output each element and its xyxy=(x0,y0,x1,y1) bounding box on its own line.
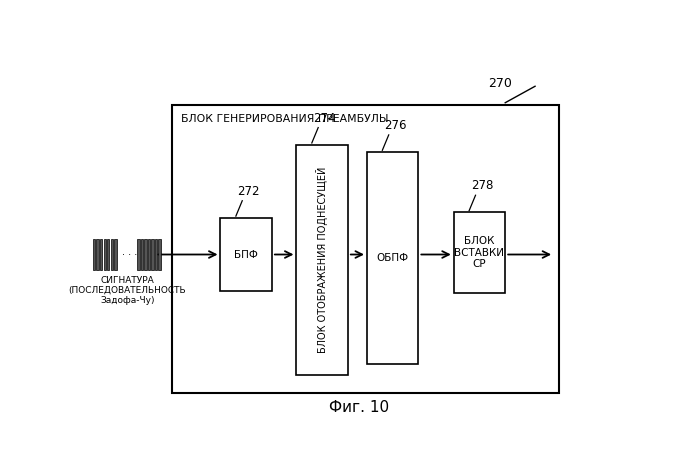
Text: Фиг. 10: Фиг. 10 xyxy=(329,400,389,416)
Bar xyxy=(148,239,150,270)
Bar xyxy=(137,239,139,270)
Text: БЛОК ГЕНЕРИРОВАНИЯ ПРЕАМБУЛЫ: БЛОК ГЕНЕРИРОВАНИЯ ПРЕАМБУЛЫ xyxy=(181,114,389,124)
Bar xyxy=(296,145,348,375)
Text: 272: 272 xyxy=(237,185,260,198)
Bar xyxy=(151,239,154,270)
Bar xyxy=(220,218,272,291)
Bar xyxy=(454,212,505,293)
Bar xyxy=(144,239,146,270)
Bar xyxy=(97,239,99,270)
Bar xyxy=(93,239,95,270)
Text: СИГНАТУРА
(ПОСЛЕДОВАТЕЛЬНОСТЬ
Задофа-Чу): СИГНАТУРА (ПОСЛЕДОВАТЕЛЬНОСТЬ Задофа-Чу) xyxy=(69,276,186,305)
Text: 270: 270 xyxy=(488,77,512,90)
Bar xyxy=(158,239,161,270)
Text: ОБПФ: ОБПФ xyxy=(377,253,409,263)
Bar xyxy=(155,239,158,270)
Text: 278: 278 xyxy=(471,180,493,192)
Text: · · ·: · · · xyxy=(122,249,137,259)
Bar xyxy=(172,104,559,393)
Bar xyxy=(107,239,109,270)
Bar xyxy=(141,239,143,270)
Text: БЛОК
ВСТАВКИ
СР: БЛОК ВСТАВКИ СР xyxy=(454,236,505,269)
Text: БЛОК ОТОБРАЖЕНИЯ ПОДНЕСУЩЕЙ: БЛОК ОТОБРАЖЕНИЯ ПОДНЕСУЩЕЙ xyxy=(316,167,328,353)
Bar xyxy=(104,239,106,270)
Text: 276: 276 xyxy=(384,119,407,132)
Bar xyxy=(367,152,419,364)
Text: 274: 274 xyxy=(314,112,336,124)
Text: БПФ: БПФ xyxy=(234,249,258,259)
Bar xyxy=(114,239,116,270)
Bar xyxy=(100,239,102,270)
Bar xyxy=(111,239,113,270)
